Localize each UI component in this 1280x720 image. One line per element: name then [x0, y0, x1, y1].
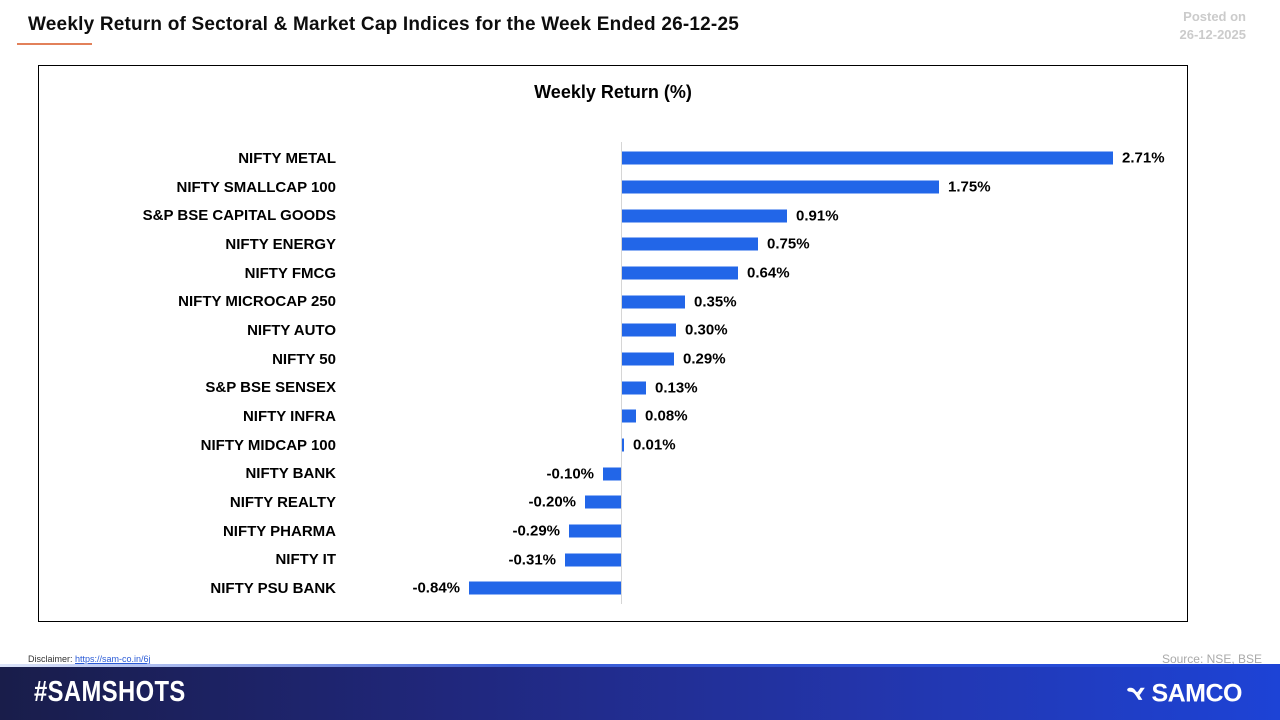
posted-on-line2: 26-12-2025: [1179, 27, 1247, 42]
bar: [585, 495, 621, 509]
bar: [565, 553, 621, 567]
bar: [622, 266, 738, 280]
chart-row: NIFTY MIDCAP 100 0.01%: [39, 431, 1187, 460]
value-label: 0.64%: [747, 264, 790, 282]
bar: [469, 581, 621, 595]
category-label: NIFTY BANK: [245, 465, 336, 483]
category-label: NIFTY INFRA: [242, 407, 336, 425]
chart-row: S&P BSE CAPITAL GOODS 0.91%: [39, 201, 1187, 230]
chart-row: NIFTY METAL 2.71%: [39, 144, 1187, 173]
category-label: S&P BSE CAPITAL GOODS: [142, 207, 336, 225]
chart-row: NIFTY FMCG 0.64%: [39, 259, 1187, 288]
value-label: -0.84%: [412, 579, 460, 597]
category-label: NIFTY PSU BANK: [210, 579, 336, 597]
samshots-hashtag: #SAMSHOTS: [34, 675, 186, 708]
chart-title: Weekly Return (%): [534, 82, 692, 102]
bar: [622, 352, 674, 366]
chart-row: NIFTY MICROCAP 250 0.35%: [39, 287, 1187, 316]
disclaimer-label: Disclaimer:: [28, 654, 73, 664]
value-label: 0.30%: [685, 321, 728, 339]
value-label: -0.20%: [528, 493, 576, 511]
value-label: 0.29%: [683, 350, 726, 368]
value-label: 0.13%: [655, 379, 698, 397]
chart-row: NIFTY REALTY -0.20%: [39, 488, 1187, 517]
chart-row: NIFTY 50 0.29%: [39, 345, 1187, 374]
bar: [622, 209, 787, 223]
chart-row: NIFTY BANK -0.10%: [39, 459, 1187, 488]
value-label: 0.91%: [796, 207, 839, 225]
chart-row: NIFTY ENERGY 0.75%: [39, 230, 1187, 259]
bar: [622, 237, 758, 251]
chart-row: NIFTY INFRA 0.08%: [39, 402, 1187, 431]
source-note: Source: NSE, BSE: [1161, 652, 1262, 666]
footer-top-accent: [0, 664, 1280, 667]
zero-axis-line: [621, 142, 622, 604]
category-label: NIFTY AUTO: [247, 321, 336, 339]
bar: [622, 381, 646, 395]
samco-logo: SAMCO: [1124, 679, 1242, 708]
value-label: 2.71%: [1122, 149, 1165, 167]
value-label: 0.01%: [633, 436, 676, 454]
bar: [622, 295, 685, 309]
bar: [622, 180, 939, 194]
bar: [622, 323, 676, 337]
posted-on-label: Posted on 26-12-2025: [1180, 8, 1247, 44]
footer-bar: #SAMSHOTS SAMCO: [0, 664, 1280, 720]
category-label: NIFTY REALTY: [229, 493, 336, 511]
chart-row: NIFTY PSU BANK -0.84%: [39, 574, 1187, 603]
chart-row: NIFTY PHARMA -0.29%: [39, 517, 1187, 546]
category-label: NIFTY FMCG: [244, 264, 336, 282]
posted-on-line1: Posted on: [1183, 9, 1246, 24]
category-label: NIFTY PHARMA: [222, 522, 336, 540]
category-label: NIFTY METAL: [238, 149, 336, 167]
value-label: 0.08%: [645, 407, 688, 425]
page-title: Weekly Return of Sectoral & Market Cap I…: [28, 14, 739, 35]
chart-container: Weekly Return (%) NIFTY METAL 2.71% NIFTY …: [38, 65, 1188, 622]
category-label: NIFTY MIDCAP 100: [200, 436, 336, 454]
value-label: -0.29%: [512, 522, 560, 540]
chart-row: NIFTY IT -0.31%: [39, 545, 1187, 574]
category-label: NIFTY SMALLCAP 100: [176, 178, 336, 196]
bar: [569, 524, 621, 538]
chart-row: S&P BSE SENSEX 0.13%: [39, 373, 1187, 402]
samco-logo-text: SAMCO: [1151, 679, 1242, 707]
category-label: NIFTY 50: [272, 350, 336, 368]
value-label: 0.35%: [694, 293, 737, 311]
category-label: NIFTY MICROCAP 250: [178, 293, 336, 311]
chart-rows: NIFTY METAL 2.71% NIFTY SMALLCAP 100 1.75% S…: [39, 144, 1187, 603]
chart-row: NIFTY AUTO 0.30%: [39, 316, 1187, 345]
bar: [622, 151, 1113, 165]
title-accent-underline: [17, 43, 92, 45]
bar: [603, 467, 621, 481]
value-label: -0.31%: [508, 551, 556, 569]
value-label: -0.10%: [546, 465, 594, 483]
category-label: S&P BSE SENSEX: [205, 379, 336, 397]
category-label: NIFTY ENERGY: [225, 235, 336, 253]
chart-row: NIFTY SMALLCAP 100 1.75%: [39, 173, 1187, 202]
value-label: 0.75%: [767, 235, 810, 253]
bar: [622, 409, 636, 423]
value-label: 1.75%: [948, 178, 991, 196]
bar: [622, 438, 624, 452]
samco-logo-mark-icon: [1127, 687, 1146, 700]
disclaimer: Disclaimer: https://sam-co.in/6j: [28, 654, 151, 664]
disclaimer-link[interactable]: https://sam-co.in/6j: [75, 654, 151, 664]
category-label: NIFTY IT: [275, 551, 336, 569]
